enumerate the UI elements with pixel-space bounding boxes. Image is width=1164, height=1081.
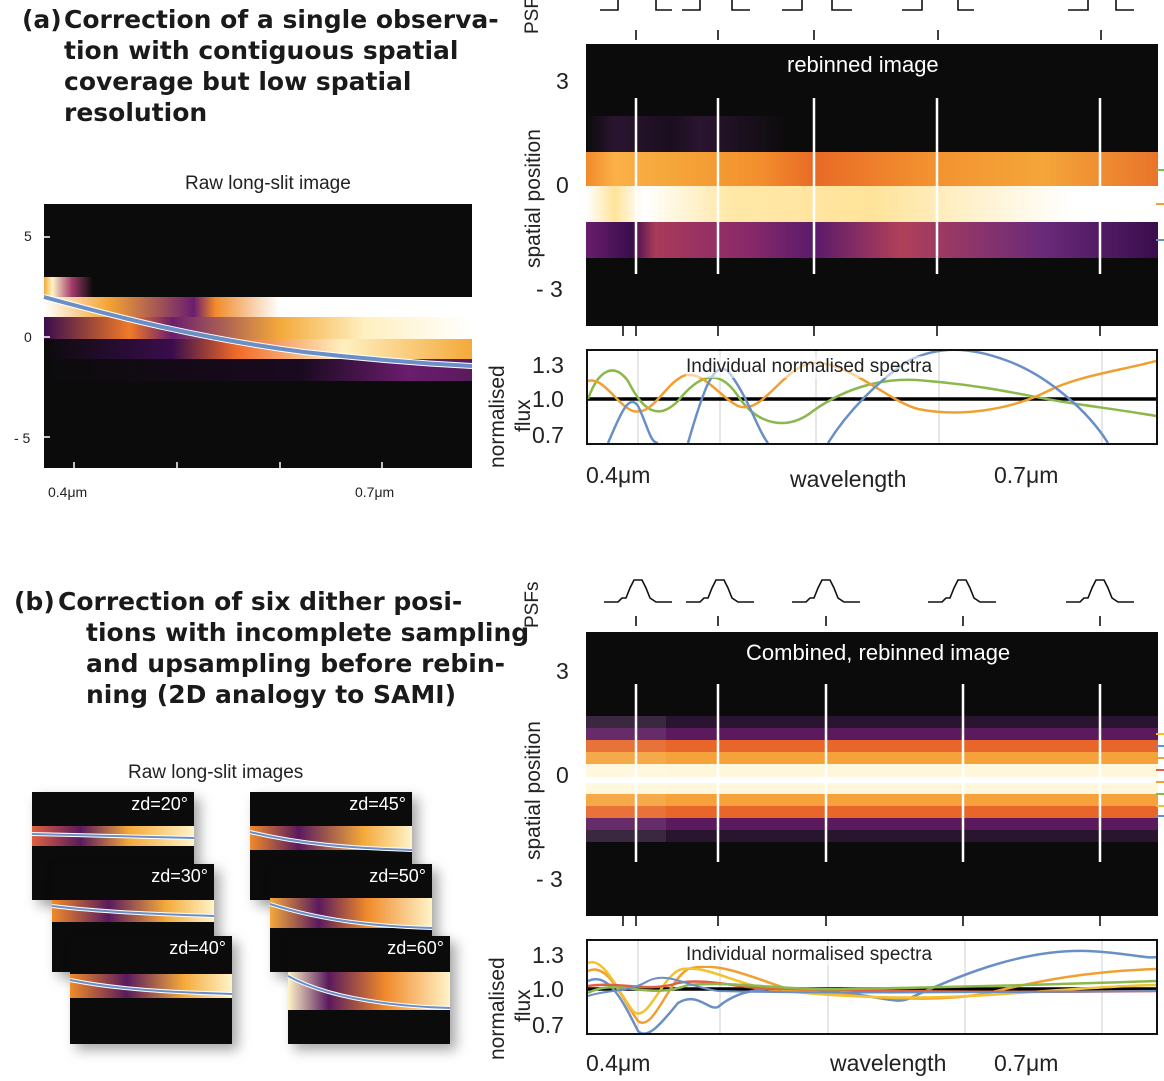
panel-a-flux-tick: 1.0 <box>532 386 564 412</box>
panel-b-combined-image <box>586 632 1158 916</box>
panel-b-flux-tick: 1.0 <box>532 976 564 1002</box>
panel-a-x-tick: 0.7μm <box>994 462 1059 488</box>
panel-a-tag: (a) <box>22 5 62 34</box>
panel-b-spectra-title: Individual normalised spectra <box>686 944 933 966</box>
panel-b-heading-line: tions with incomplete sampling <box>86 618 530 647</box>
panel-b-image-title: Combined, rebinned image <box>746 640 1011 665</box>
thumbnail-zd-label: zd=40° <box>169 938 226 958</box>
panel-b-heading: (b) Correction of six dither posi- tions… <box>14 586 529 716</box>
panel-a-heading: (a) Correction of a single observa- tion… <box>22 4 499 134</box>
raw-y-tick: - 5 <box>14 430 31 446</box>
thumbnail-zd-label: zd=30° <box>151 866 208 886</box>
raw-x-tick: 0.7μm <box>355 484 395 500</box>
panel-b-flux-tick: 0.7 <box>532 1012 564 1038</box>
panel-b-y-label: spatial position <box>522 721 545 860</box>
panel-b-psf-profiles <box>604 579 1134 626</box>
thumbnail-zd-label: zd=20° <box>131 794 188 814</box>
thumbnail-zd-label: zd=60° <box>387 938 444 958</box>
panel-a-psf-label: PSFs <box>522 0 543 34</box>
panel-a-flux-label: normalised <box>486 365 509 468</box>
panel-a-raw-image <box>43 204 473 468</box>
panel-b-heading-line: Correction of six dither posi- <box>58 587 463 616</box>
combined-image-svg <box>586 632 1158 916</box>
panel-b-x-tick: 0.7μm <box>994 1050 1059 1076</box>
panel-a-heading-line: resolution <box>64 98 208 127</box>
panel-a-x-label: wavelength <box>790 466 907 492</box>
panel-b-y-tick: 3 <box>556 658 569 684</box>
panel-a-y-tick: - 3 <box>536 276 563 302</box>
panel-a-y-tick: 0 <box>556 172 569 198</box>
panel-b-tag: (b) <box>14 587 55 616</box>
raw-y-tick: 5 <box>24 228 32 244</box>
panel-a-spectra-title: Individual normalised spectra <box>686 356 933 378</box>
panel-a-heading-line: coverage but low spatial <box>64 67 412 96</box>
rebinned-image-svg <box>586 44 1158 326</box>
panel-a-flux-tick: 0.7 <box>532 422 564 448</box>
panel-b-x-axis-ticks <box>622 916 1101 926</box>
raw-x-tick: 0.4μm <box>48 484 88 500</box>
panel-a-heading-line: tion with contiguous spatial <box>64 36 459 65</box>
panel-a-image-title: rebinned image <box>787 52 939 77</box>
panel-b-y-tick: - 3 <box>536 866 563 892</box>
panel-b-raw-title: Raw long-slit images <box>128 762 304 783</box>
panel-b-side-ticks <box>1156 733 1164 817</box>
panel-a-x-axis-ticks <box>622 326 1101 336</box>
panel-b-x-label: wavelength <box>830 1050 947 1076</box>
panel-a-rebinned-image <box>586 44 1158 326</box>
thumbnail-zd-label: zd=45° <box>349 794 406 814</box>
raw-thumbnail: zd=60° <box>287 936 451 1044</box>
panel-b-spectra-svg <box>588 941 1156 1033</box>
panel-b-x-tick: 0.4μm <box>586 1050 651 1076</box>
panel-b-heading-line: ning (2D analogy to SAMI) <box>86 680 457 709</box>
panel-b-y-tick: 0 <box>556 762 569 788</box>
raw-thumbnail: zd=40° <box>69 936 233 1044</box>
panel-b-heading-line: and upsampling before rebin- <box>86 649 506 678</box>
thumbnail-zd-label: zd=50° <box>369 866 426 886</box>
panel-b-flux-label: normalised <box>486 957 509 1060</box>
panel-a-x-tick: 0.4μm <box>586 462 651 488</box>
panel-b-psf-label: PSFs <box>522 581 543 628</box>
panel-a-flux-tick: 1.3 <box>532 352 564 378</box>
panel-a-side-ticks <box>1156 169 1164 241</box>
panel-a-y-label: spatial position <box>522 129 545 268</box>
panel-a-y-tick: 3 <box>556 68 569 94</box>
panel-a-heading-line: Correction of a single observa- <box>64 5 499 34</box>
raw-image-svg <box>43 204 473 468</box>
panel-a-psf-profiles <box>600 0 1134 40</box>
panel-a-raw-title: Raw long-slit image <box>185 173 351 194</box>
raw-y-tick: 0 <box>24 329 32 345</box>
panel-b-flux-tick: 1.3 <box>532 942 564 968</box>
